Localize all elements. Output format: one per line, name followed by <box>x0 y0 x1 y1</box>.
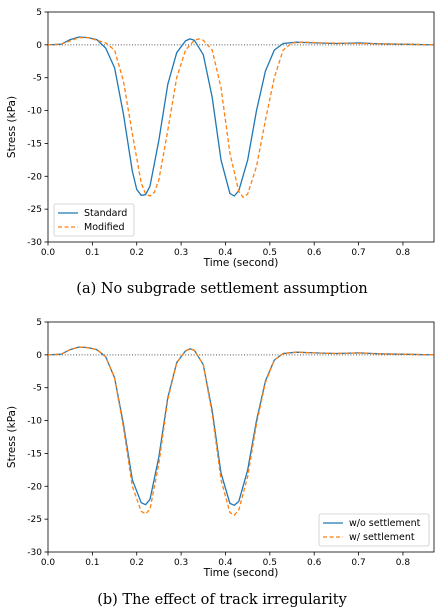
legend: w/o settlement w/ settlement <box>318 513 430 547</box>
legend: Standard Modified <box>53 203 135 237</box>
x-tick-label: 0.7 <box>351 558 365 568</box>
legend-label-without-settlement: w/o settlement <box>349 518 421 529</box>
legend-box <box>318 513 430 547</box>
plot-frame <box>47 321 435 553</box>
x-tick-label: 0.6 <box>307 248 322 258</box>
y-tick-label: 0 <box>36 351 42 361</box>
x-tick-label: 0.0 <box>41 248 56 258</box>
y-tick-label: 0 <box>36 41 42 51</box>
y-tick-label: -25 <box>27 205 42 215</box>
y-tick-label: -15 <box>27 449 42 459</box>
x-tick-label: 0.3 <box>174 558 188 568</box>
caption-b: (b) The effect of track irregularity <box>97 592 347 608</box>
y-tick-label: -30 <box>27 238 42 248</box>
plot-frame <box>47 11 435 243</box>
series-line-0 <box>47 346 435 506</box>
x-tick-label: 0.2 <box>130 558 144 568</box>
chart-a: 0.0 0.1 0.2 0.3 0.4 0.5 0.6 0.7 0.8 5 0 -5 -10 -15 -20… <box>6 8 435 297</box>
x-tick-label: 0.1 <box>85 248 99 258</box>
y-axis-label: Stress (kPa) <box>6 96 18 158</box>
y-tick-label: -20 <box>27 482 42 492</box>
chart-b: 0.0 0.1 0.2 0.3 0.4 0.5 0.6 0.7 0.8 5 0 -5 -10 -15 -20… <box>6 318 435 608</box>
legend-label-with-settlement: w/ settlement <box>349 532 415 543</box>
series-line-1 <box>47 346 435 516</box>
x-tick-label: 0.3 <box>174 248 188 258</box>
legend-label-standard: Standard <box>84 208 127 219</box>
x-tick-label: 0.2 <box>130 248 144 258</box>
x-tick-label: 0.6 <box>307 558 322 568</box>
y-tick-label: -15 <box>27 139 42 149</box>
y-tick-label: 5 <box>36 318 42 328</box>
y-tick-label: -25 <box>27 515 42 525</box>
legend-label-modified: Modified <box>84 222 125 233</box>
legend-box <box>53 203 135 237</box>
x-tick-label: 0.0 <box>41 558 56 568</box>
x-axis-label: Time (second) <box>203 567 279 579</box>
y-tick-label: -10 <box>27 107 42 117</box>
x-tick-label: 0.7 <box>351 248 365 258</box>
y-axis-label: Stress (kPa) <box>6 406 18 468</box>
caption-a: (a) No subgrade settlement assumption <box>76 281 367 297</box>
x-tick-label: 0.4 <box>218 248 233 258</box>
x-tick-label: 0.8 <box>396 248 411 258</box>
y-tick-label: -10 <box>27 417 42 427</box>
y-tick-label: 5 <box>36 8 42 18</box>
x-tick-label: 0.8 <box>396 558 411 568</box>
y-tick-label: -20 <box>27 172 42 182</box>
series-line-1 <box>47 36 435 198</box>
x-tick-label: 0.4 <box>218 558 233 568</box>
x-axis-label: Time (second) <box>203 257 279 269</box>
y-tick-label: -30 <box>27 548 42 558</box>
x-tick-label: 0.5 <box>263 558 277 568</box>
x-tick-label: 0.5 <box>263 248 277 258</box>
y-tick-label: -5 <box>33 384 42 394</box>
y-tick-label: -5 <box>33 74 42 84</box>
series-line-0 <box>47 36 435 197</box>
x-tick-label: 0.1 <box>85 558 99 568</box>
